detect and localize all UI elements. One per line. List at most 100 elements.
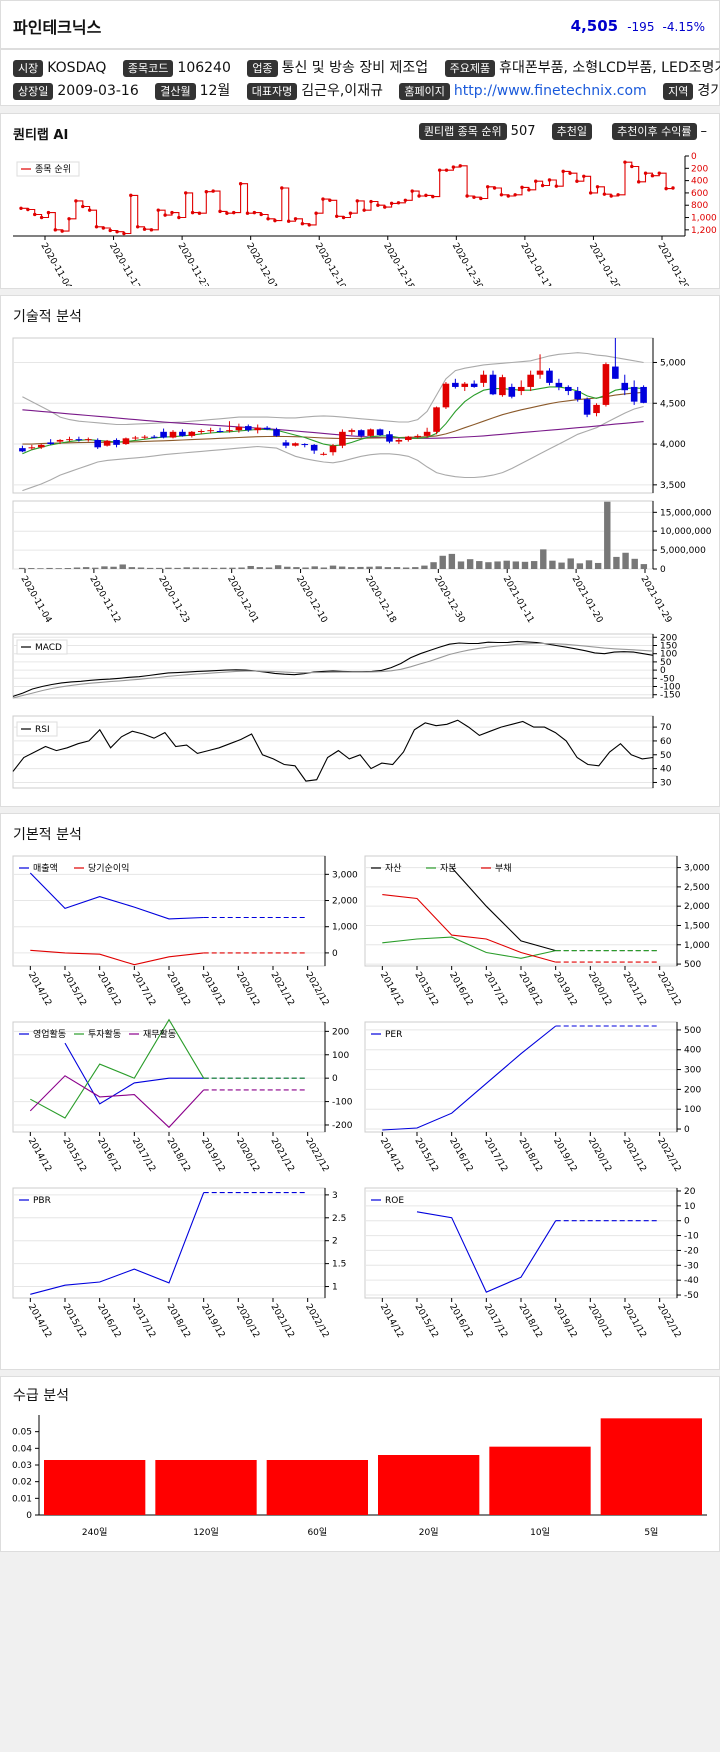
volume-bar — [576, 563, 584, 569]
y-tick-label: -100 — [660, 683, 681, 693]
x-tick-label: 2020-12-18 — [363, 575, 398, 626]
volume-bar — [146, 567, 154, 569]
candle-body — [546, 370, 553, 383]
volume-bar — [540, 549, 547, 569]
rank-point — [197, 211, 202, 215]
candle-body — [150, 436, 158, 438]
volume-bar — [73, 567, 81, 569]
x-tick-label: 2017/12 — [130, 971, 157, 1008]
products-value: 휴대폰부품, 소형LCD부품, LED조명기기 — [499, 60, 720, 76]
y-tick-label: 100 — [684, 1105, 701, 1115]
rank-point — [142, 227, 147, 231]
x-tick-label: 2014/12 — [26, 1137, 53, 1174]
plot-frame — [364, 1187, 678, 1299]
price-chart: 3,500 4,000 4,500 5,000 0 5,000,000 10,000,000… — [12, 337, 712, 789]
rank-point — [53, 228, 58, 232]
x-tick-label: 2021-01-29 — [638, 575, 673, 626]
rank-point — [307, 223, 311, 227]
region-value: 경기도 — [697, 83, 720, 99]
supply-bar — [266, 1460, 368, 1515]
region-label: 지역 — [663, 83, 694, 100]
candle-body — [386, 434, 393, 442]
y-tick-label: 200 — [332, 1027, 349, 1037]
y-tick-label: 70 — [660, 723, 672, 733]
candle-body — [254, 427, 261, 431]
bollinger-lower-line — [22, 405, 644, 492]
x-tick-label: 2021/12 — [620, 1137, 647, 1174]
y-tick-label: 0 — [332, 1074, 338, 1084]
x-tick-label: 2021-01-20 — [570, 575, 605, 626]
candle-body — [367, 429, 374, 436]
series-line-0 — [29, 872, 204, 920]
rank-point — [609, 194, 613, 198]
y-tick-label: 0.05 — [12, 1428, 32, 1438]
y-tick-label: 100 — [332, 1051, 349, 1061]
candle-body — [94, 439, 101, 448]
y-tick-label: -10 — [684, 1232, 699, 1242]
homepage-link[interactable]: http://www.finetechnix.com — [453, 83, 647, 99]
candle-body — [480, 374, 487, 383]
x-tick-label: 2021-01-29 — [655, 242, 690, 287]
rank-point — [156, 208, 160, 212]
x-tick-label: 2015/12 — [412, 1137, 439, 1174]
rank-point — [341, 215, 346, 220]
rank-point — [135, 225, 140, 229]
volume-bar — [412, 567, 419, 569]
legend-box — [16, 161, 80, 177]
x-tick-label: 2022/12 — [655, 971, 682, 1008]
volume-bar — [128, 567, 136, 569]
y-tick-label: 2,000 — [684, 902, 710, 912]
rank-point — [472, 195, 476, 199]
volume-bar — [256, 567, 264, 569]
y-tick-label: 20 — [684, 1187, 696, 1197]
y-tick-label: 0.04 — [12, 1444, 32, 1454]
rank-point — [362, 208, 366, 212]
rsi-line — [12, 719, 654, 782]
volume-bar — [530, 561, 538, 569]
candle-body — [433, 407, 440, 432]
x-tick-label: 2020/12 — [234, 971, 261, 1008]
rank-point — [588, 191, 593, 195]
y-tick-label: 0 — [684, 1125, 690, 1135]
series-line-1 — [30, 949, 204, 966]
candle-body — [405, 436, 412, 440]
volume-bar — [585, 560, 593, 569]
x-tick-label: 2019/12 — [551, 1137, 578, 1174]
volume-bar — [220, 567, 227, 569]
rec-date-label: 추천일 — [551, 123, 593, 140]
y-tick-label: -50 — [684, 1291, 699, 1301]
y-tick-label: 10,000,000 — [660, 527, 712, 537]
rank-point — [46, 210, 51, 215]
rank-point — [245, 211, 250, 215]
rank-point — [273, 218, 277, 223]
rank-point — [101, 226, 106, 230]
candle-body — [169, 431, 177, 438]
rank-point — [87, 208, 92, 212]
listed-value: 2009-03-16 — [57, 83, 139, 99]
x-tick-label: 2019/12 — [551, 971, 578, 1008]
x-tick-label: 2021/12 — [620, 1303, 647, 1340]
volume-bar — [521, 561, 529, 569]
rank-point — [74, 199, 78, 203]
volume-bar — [640, 564, 648, 569]
series-line-0 — [30, 1192, 205, 1295]
x-tick-label: 2014/12 — [378, 1137, 405, 1174]
candle-body — [56, 439, 64, 442]
y-tick-label: 15,000,000 — [660, 508, 712, 518]
rank-point — [225, 211, 229, 215]
supply-chart: 0 0.01 0.02 0.03 0.04 0.05 240일 120일 60일 20일 10일 5일 — [12, 1415, 707, 1538]
volume-bar — [82, 567, 90, 569]
candle-body — [621, 382, 629, 391]
plot-frame — [12, 855, 326, 967]
legend-label: MACD — [35, 643, 62, 653]
candle-body — [273, 429, 280, 436]
supply-bar — [600, 1418, 702, 1515]
rank-point — [513, 193, 517, 197]
supply-bar — [44, 1460, 146, 1515]
candle-body — [348, 430, 356, 432]
x-tick-label: 10일 — [530, 1527, 550, 1538]
volume-bar — [466, 559, 474, 569]
rank-point — [389, 201, 394, 206]
legend-label: PER — [385, 1030, 402, 1040]
candle-body — [292, 443, 299, 446]
